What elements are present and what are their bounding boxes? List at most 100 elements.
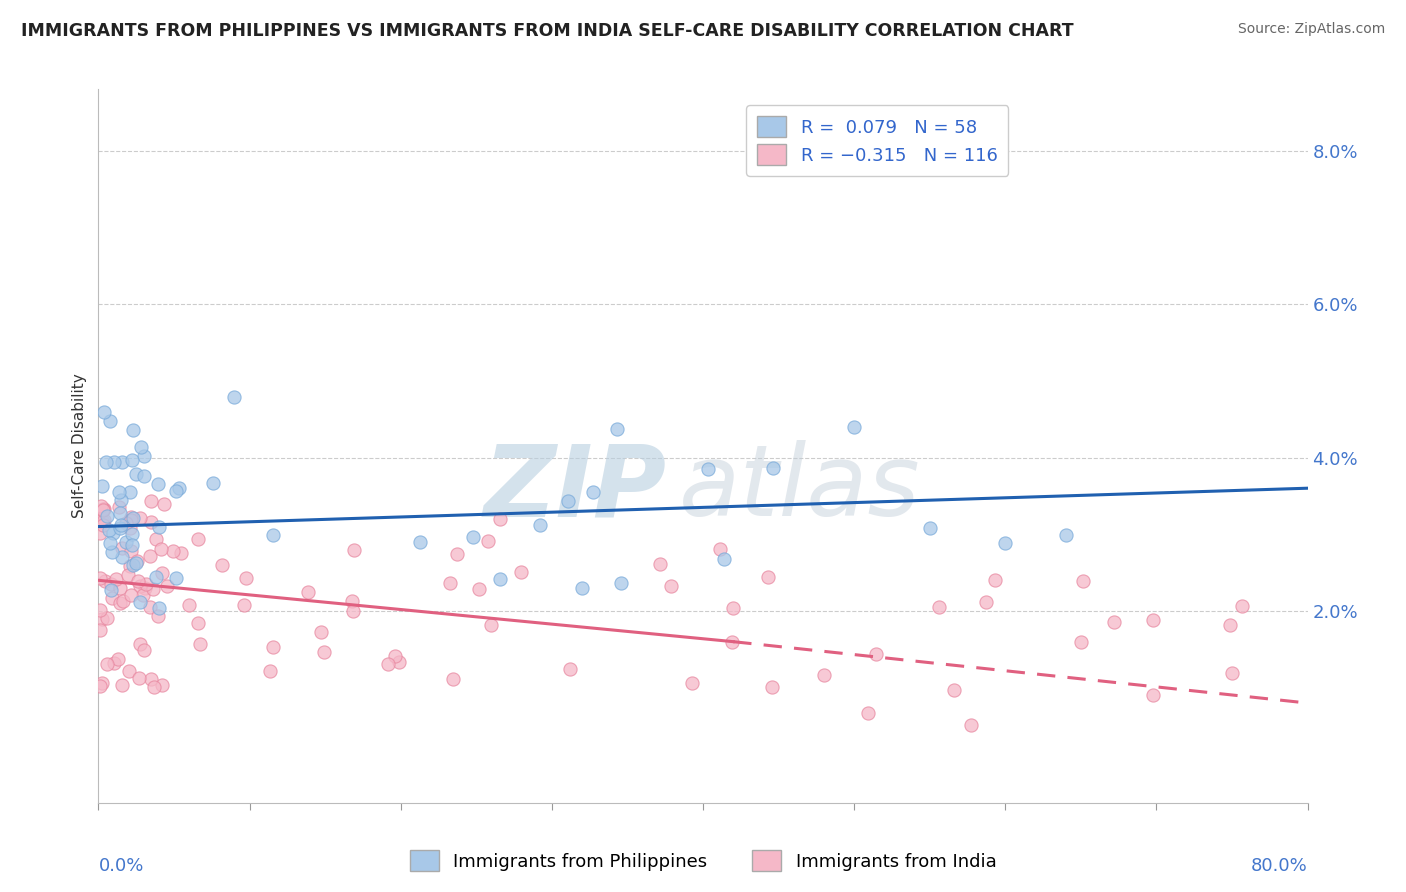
Point: [1070, 634, 1092, 648]
Point: [146, 476, 169, 491]
Point: [118, 559, 141, 574]
Point: [120, 485, 142, 500]
Point: [108, 581, 131, 595]
Point: [145, 570, 167, 584]
Point: [100, 536, 122, 550]
Point: [139, 494, 162, 508]
Text: ZIP: ZIP: [484, 441, 666, 537]
Point: [557, 493, 579, 508]
Point: [134, 581, 156, 595]
Point: [141, 515, 163, 529]
Point: [232, 598, 254, 612]
Point: [165, 484, 187, 499]
Point: [100, 583, 122, 598]
Point: [128, 671, 150, 685]
Point: [262, 527, 284, 541]
Point: [90, 675, 112, 690]
Point: [128, 594, 150, 608]
Point: [148, 600, 170, 615]
Point: [571, 581, 593, 595]
Point: [89, 624, 111, 638]
Point: [134, 469, 156, 483]
Point: [90, 612, 112, 626]
Point: [510, 565, 533, 579]
Point: [115, 516, 138, 531]
Point: [121, 452, 143, 467]
Point: [439, 576, 461, 591]
Point: [124, 556, 146, 570]
Point: [865, 647, 887, 661]
Point: [813, 668, 835, 682]
Point: [960, 718, 983, 732]
Point: [150, 566, 173, 581]
Point: [110, 518, 132, 533]
Point: [100, 577, 122, 591]
Point: [129, 440, 152, 454]
Point: [110, 492, 132, 507]
Text: Source: ZipAtlas.com: Source: ZipAtlas.com: [1237, 22, 1385, 37]
Point: [681, 676, 703, 690]
Point: [96, 611, 118, 625]
Point: [696, 462, 718, 476]
Point: [91, 515, 114, 529]
Point: [1054, 528, 1077, 542]
Point: [467, 582, 489, 596]
Point: [343, 542, 366, 557]
Point: [659, 579, 682, 593]
Point: [165, 571, 187, 585]
Point: [650, 558, 672, 572]
Point: [201, 476, 224, 491]
Point: [93, 518, 115, 533]
Point: [103, 526, 125, 541]
Point: [117, 568, 139, 582]
Point: [110, 549, 132, 564]
Point: [89, 571, 111, 585]
Point: [606, 422, 628, 436]
Point: [93, 513, 115, 527]
Point: [108, 506, 131, 520]
Point: [1102, 615, 1125, 630]
Point: [1142, 614, 1164, 628]
Point: [388, 655, 411, 669]
Point: [107, 652, 129, 666]
Point: [1230, 599, 1253, 614]
Legend: Immigrants from Philippines, Immigrants from India: Immigrants from Philippines, Immigrants …: [402, 843, 1004, 879]
Point: [89, 525, 111, 540]
Point: [139, 672, 162, 686]
Point: [101, 591, 124, 606]
Point: [108, 500, 131, 515]
Point: [120, 544, 142, 558]
Point: [103, 455, 125, 469]
Point: [477, 534, 499, 549]
Point: [489, 512, 512, 526]
Point: [762, 460, 785, 475]
Point: [149, 542, 172, 557]
Point: [110, 541, 132, 555]
Point: [262, 640, 284, 654]
Point: [120, 513, 142, 527]
Text: atlas: atlas: [679, 441, 921, 537]
Point: [994, 536, 1017, 550]
Point: [90, 499, 112, 513]
Point: [118, 521, 141, 535]
Point: [187, 532, 209, 546]
Point: [142, 680, 165, 694]
Point: [148, 520, 170, 534]
Point: [114, 535, 136, 549]
Y-axis label: Self-Care Disability: Self-Care Disability: [72, 374, 87, 518]
Point: [1073, 574, 1095, 589]
Point: [179, 599, 201, 613]
Point: [856, 706, 879, 720]
Point: [108, 484, 131, 499]
Point: [152, 497, 174, 511]
Point: [222, 390, 245, 404]
Legend: R =  0.079   N = 58, R = −0.315   N = 116: R = 0.079 N = 58, R = −0.315 N = 116: [747, 105, 1008, 176]
Point: [110, 596, 132, 610]
Point: [91, 501, 114, 516]
Point: [479, 617, 502, 632]
Point: [1142, 688, 1164, 702]
Point: [259, 664, 281, 678]
Point: [297, 584, 319, 599]
Point: [721, 600, 744, 615]
Point: [844, 420, 866, 434]
